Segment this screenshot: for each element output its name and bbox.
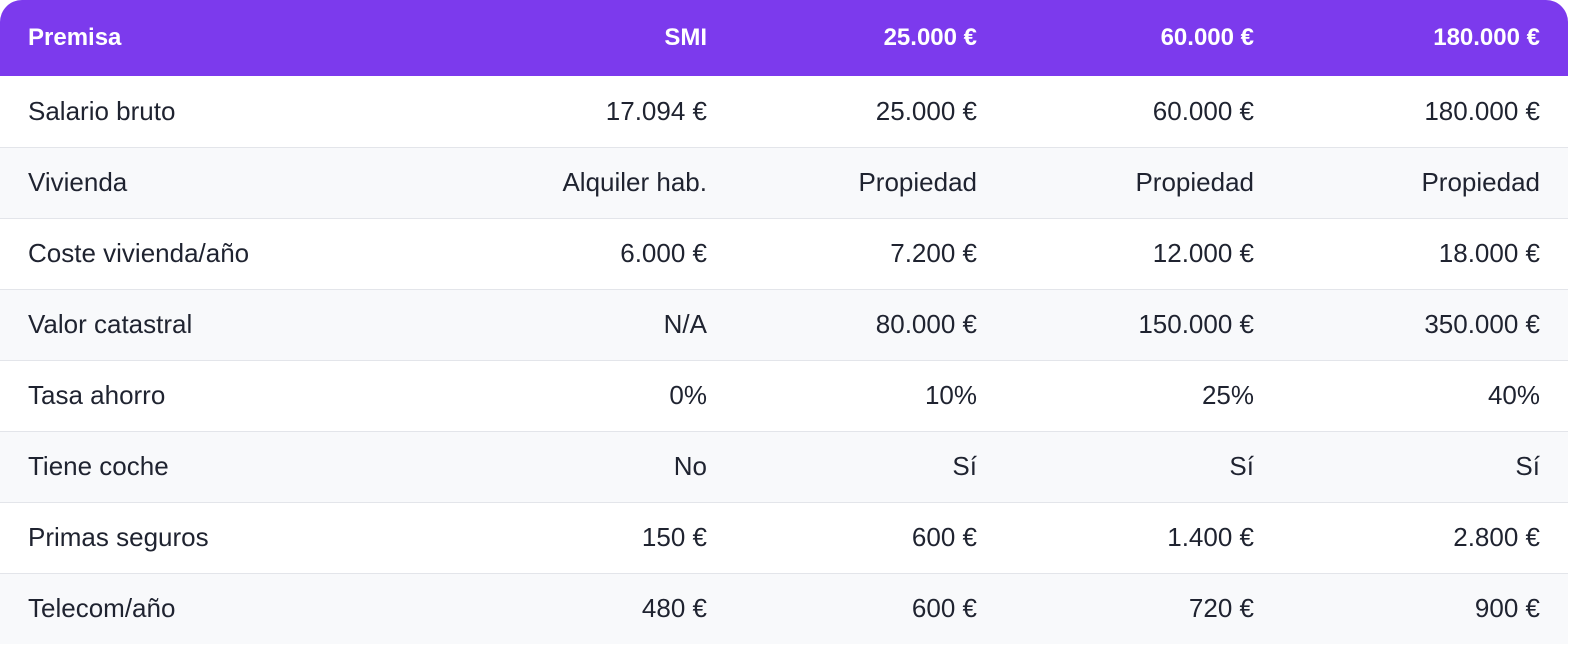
cell-180000: Sí: [1515, 451, 1540, 481]
header-60000: 60.000 €: [1160, 24, 1254, 51]
cell-180000: 900 €: [1474, 593, 1540, 624]
row-label: Tiene coche: [28, 451, 169, 481]
cell-60000: 150.000 €: [1138, 309, 1254, 339]
cell-60000: 12.000 €: [1152, 238, 1254, 268]
header-row: Premisa SMI 25.000 € 60.000 € 180.000 €: [0, 0, 1568, 76]
cell-smi: Alquiler hab.: [562, 167, 707, 197]
cell-180000: Propiedad: [1421, 167, 1540, 197]
table-row: Primas seguros 150 € 600 € 1.400 € 2.800…: [0, 502, 1568, 573]
cell-180000: 18.000 €: [1438, 238, 1540, 268]
header-180000: 180.000 €: [1433, 24, 1540, 51]
table-row: Tasa ahorro 0% 10% 25% 40%: [0, 360, 1568, 431]
cell-60000: Sí: [1229, 451, 1254, 481]
cell-smi: 17.094 €: [605, 95, 707, 126]
cell-60000: 25%: [1201, 380, 1254, 410]
table-row: Valor catastral N/A 80.000 € 150.000 € 3…: [0, 289, 1568, 360]
cell-25000: Propiedad: [858, 167, 977, 197]
table-row: Salario bruto 17.094 € 25.000 € 60.000 €…: [0, 76, 1568, 147]
cell-180000: 180.000 €: [1424, 95, 1540, 126]
cell-25000: 600 €: [911, 522, 977, 552]
cell-180000: 2.800 €: [1453, 522, 1540, 552]
cell-60000: 720 €: [1188, 593, 1254, 624]
cell-smi: 480 €: [641, 593, 707, 624]
cell-smi: 150 €: [641, 522, 707, 552]
row-label: Telecom/año: [28, 593, 176, 624]
table-row: Coste vivienda/año 6.000 € 7.200 € 12.00…: [0, 218, 1568, 289]
row-label: Salario bruto: [28, 95, 176, 126]
row-label: Vivienda: [28, 167, 128, 197]
cell-60000: 1.400 €: [1167, 522, 1254, 552]
row-label: Coste vivienda/año: [28, 238, 250, 268]
header-smi: SMI: [664, 24, 707, 51]
cell-25000: 25.000 €: [875, 95, 977, 126]
table-body: Salario bruto 17.094 € 25.000 € 60.000 €…: [0, 76, 1568, 644]
cell-60000: Propiedad: [1135, 167, 1254, 197]
cell-smi: 0%: [669, 380, 707, 410]
table-row: Tiene coche No Sí Sí Sí: [0, 431, 1568, 502]
cell-smi: No: [673, 451, 707, 481]
table-header: Premisa SMI 25.000 € 60.000 € 180.000 €: [0, 0, 1568, 76]
cell-25000: 80.000 €: [875, 309, 977, 339]
row-label: Tasa ahorro: [28, 380, 166, 410]
cell-180000: 40%: [1487, 380, 1540, 410]
header-premisa: Premisa: [28, 24, 122, 51]
row-label: Primas seguros: [28, 522, 209, 552]
cell-60000: 60.000 €: [1152, 95, 1254, 126]
cell-25000: 10%: [924, 380, 977, 410]
cell-180000: 350.000 €: [1424, 309, 1540, 339]
cell-smi: N/A: [663, 309, 707, 339]
table-row: Telecom/año 480 € 600 € 720 € 900 €: [0, 573, 1568, 644]
cell-smi: 6.000 €: [620, 238, 707, 268]
row-label: Valor catastral: [28, 309, 193, 339]
cell-25000: 600 €: [911, 593, 977, 624]
cell-25000: 7.200 €: [890, 238, 977, 268]
cell-25000: Sí: [952, 451, 977, 481]
table-row: Vivienda Alquiler hab. Propiedad Propied…: [0, 147, 1568, 218]
header-25000: 25.000 €: [883, 24, 977, 51]
